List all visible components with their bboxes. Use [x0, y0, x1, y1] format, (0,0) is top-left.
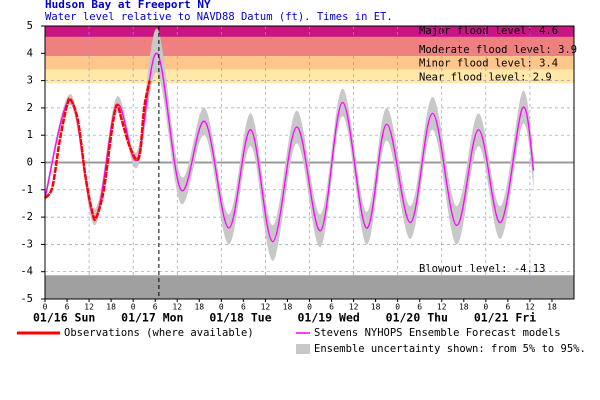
x-tick-label: 6	[417, 303, 422, 312]
x-tick-label: 6	[241, 303, 246, 312]
legend-label: Observations (where available)	[64, 327, 254, 339]
x-tick-label: 12	[525, 303, 535, 312]
uncertainty-band	[45, 28, 534, 261]
blowout-band	[45, 275, 574, 299]
day-label: 01/20 Thu	[386, 311, 448, 325]
y-tick-label: 1	[27, 129, 33, 141]
y-tick-label: 4	[27, 47, 33, 59]
flood-label: Near flood level: 2.9	[419, 71, 552, 83]
legend-label: Ensemble uncertainty shown: from 5% to 9…	[314, 343, 586, 355]
x-tick-label: 12	[437, 303, 447, 312]
x-tick-label: 6	[65, 303, 70, 312]
x-tick-label: 18	[547, 303, 557, 312]
y-tick-label: -3	[20, 238, 33, 250]
day-label: 01/17 Mon	[121, 311, 183, 325]
x-tick-label: 12	[261, 303, 271, 312]
flood-label: Minor flood level: 3.4	[419, 58, 558, 70]
flood-band	[45, 26, 574, 37]
y-tick-label: 2	[27, 102, 33, 114]
x-tick-label: 18	[283, 303, 293, 312]
y-tick-label: -2	[20, 211, 33, 223]
day-label: 01/16 Sun	[33, 311, 95, 325]
x-tick-label: 18	[459, 303, 469, 312]
y-tick-label: 0	[27, 157, 33, 169]
y-tick-label: -5	[20, 293, 33, 305]
day-label: 01/19 Wed	[298, 311, 360, 325]
flood-label: Major flood level: 4.6	[419, 25, 558, 37]
day-label: 01/21 Fri	[474, 311, 536, 325]
flood-label: Moderate flood level: 3.9	[419, 44, 577, 56]
x-tick-label: 0	[307, 303, 312, 312]
x-tick-label: 12	[172, 303, 182, 312]
x-tick-label: 18	[371, 303, 381, 312]
legend-swatch	[296, 344, 310, 354]
day-label: 01/18 Tue	[209, 311, 271, 325]
x-tick-label: 6	[153, 303, 158, 312]
x-tick-label: 0	[131, 303, 136, 312]
observation-line	[43, 80, 151, 222]
x-tick-label: 0	[43, 303, 48, 312]
chart-title: Hudson Bay at Freeport NY	[45, 0, 211, 11]
blowout-label: Blowout level: -4.13	[419, 263, 545, 275]
plot-border	[44, 25, 575, 300]
x-tick-label: 0	[483, 303, 488, 312]
y-tick-label: -1	[20, 184, 33, 196]
x-tick-label: 0	[219, 303, 224, 312]
x-tick-label: 6	[329, 303, 334, 312]
y-tick-label: 3	[27, 75, 33, 87]
x-tick-label: 6	[505, 303, 510, 312]
legend-label: Stevens NYHOPS Ensemble Forecast models	[314, 327, 561, 339]
x-tick-label: 0	[395, 303, 400, 312]
y-tick-label: 5	[27, 20, 33, 32]
x-tick-label: 18	[106, 303, 116, 312]
x-tick-label: 12	[349, 303, 359, 312]
chart-subtitle: Water level relative to NAVD88 Datum (ft…	[45, 11, 393, 23]
x-tick-label: 18	[194, 303, 204, 312]
x-tick-label: 12	[84, 303, 94, 312]
y-tick-label: -4	[20, 266, 33, 278]
